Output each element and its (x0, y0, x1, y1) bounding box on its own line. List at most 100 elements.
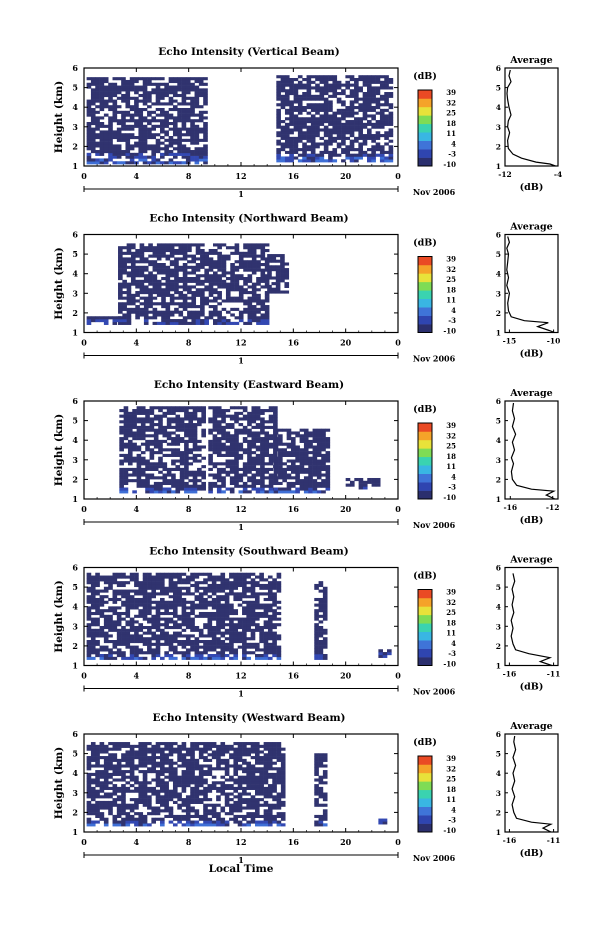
heatmap-cell (121, 603, 126, 607)
heatmap-cell (160, 789, 165, 793)
heatmap-cell (203, 82, 208, 86)
heatmap-cell (160, 803, 165, 807)
heatmap-cell (177, 82, 182, 86)
heatmap-cell (321, 439, 326, 443)
heatmap-cell (225, 470, 231, 474)
heatmap-cell (129, 158, 135, 162)
heatmap-cell (273, 423, 278, 427)
heatmap-cell (116, 152, 122, 156)
heatmap-cell (138, 138, 144, 142)
heatmap-cell (246, 628, 251, 632)
heatmap-cell (247, 243, 253, 247)
heatmap-cell (276, 589, 282, 593)
heatmap-cell (289, 78, 294, 82)
heatmap-cell (375, 100, 381, 104)
heatmap-cell (217, 282, 222, 286)
heatmap-cell (153, 467, 159, 471)
heatmap-cell (366, 128, 372, 132)
heatmap-cell (185, 578, 191, 582)
heatmap-cell (112, 789, 118, 793)
heatmap-cell (108, 786, 113, 790)
heatmap-cell (116, 161, 122, 165)
heatmap-cell (216, 414, 222, 418)
heatmap-cell (116, 614, 122, 618)
heatmap-cell (112, 820, 118, 824)
heatmap-cell (162, 431, 168, 435)
heatmap-cell (164, 620, 169, 624)
heatmap-cell (237, 625, 243, 630)
heatmap-cell (297, 83, 303, 87)
heatmap-cell (302, 78, 307, 82)
heatmap-cell (160, 631, 165, 635)
heatmap-cell (118, 257, 123, 261)
heatmap-cell (178, 319, 184, 323)
heatmap-cell (147, 597, 152, 602)
heatmap-cell (172, 651, 178, 655)
heatmap-cell (126, 307, 132, 311)
heatmap-cell (233, 586, 239, 590)
heatmap-cell (234, 406, 239, 410)
heatmap-cell (151, 744, 156, 748)
heatmap-cell (332, 148, 338, 152)
heatmap-cell (354, 78, 359, 82)
heatmap-cell (160, 575, 165, 579)
heatmap-cell (95, 628, 100, 632)
y-tick-label: 2 (72, 641, 78, 651)
heatmap-cell (155, 102, 161, 106)
heatmap-cell (108, 803, 113, 807)
heatmap-cell (142, 775, 148, 779)
heatmap-cell (276, 623, 282, 627)
heatmap-cell (221, 414, 226, 418)
heatmap-cell (138, 583, 144, 588)
heatmap-cell (230, 268, 235, 272)
heatmap-cell (149, 473, 155, 477)
heatmap-cell (138, 592, 144, 596)
heatmap-cell (184, 414, 189, 418)
heatmap-cell (135, 293, 140, 297)
heatmap-cell (177, 614, 182, 618)
heatmap-cell (188, 448, 194, 452)
heatmap-cell (165, 319, 171, 323)
heatmap-cell (349, 131, 355, 135)
heatmap-cell (151, 88, 156, 92)
heatmap-cell (272, 611, 277, 616)
heatmap-cell (312, 459, 318, 463)
heatmap-cell (161, 282, 166, 286)
heatmap-cell (168, 138, 174, 142)
heatmap-cell (220, 645, 226, 649)
heatmap-cell (190, 640, 195, 644)
heatmap-cell (384, 103, 389, 107)
heatmap-cell (295, 431, 300, 435)
heatmap-cell (237, 581, 243, 585)
heatmap-cell (155, 88, 161, 92)
heatmap-cell (116, 583, 122, 588)
heatmap-cell (194, 603, 200, 607)
heatmap-cell (323, 75, 329, 79)
heatmap-cell (332, 111, 338, 115)
heatmap-cell (201, 445, 206, 449)
heatmap-cell (181, 572, 187, 576)
heatmap-cell (160, 617, 165, 621)
heatmap-cell (345, 148, 351, 152)
heatmap-cell (160, 798, 165, 802)
heatmap-cell (127, 439, 133, 443)
heatmap-cell (251, 307, 257, 311)
heatmap-cell (250, 603, 256, 607)
heatmap-cell (295, 453, 300, 457)
heatmap-cell (95, 620, 100, 624)
heatmap-cell (140, 420, 146, 424)
heatmap-cell (312, 456, 318, 460)
heatmap-cell (121, 124, 126, 128)
heatmap-cell (267, 284, 272, 288)
heatmap-cell (341, 142, 346, 146)
heatmap-cell (112, 597, 118, 602)
heatmap-cell (103, 625, 109, 630)
heatmap-cell (250, 623, 256, 627)
heatmap-cell (221, 462, 226, 466)
heatmap-cell (108, 122, 113, 126)
heatmap-cell (255, 417, 261, 421)
heatmap-cell (130, 268, 136, 272)
heatmap-cell (256, 293, 261, 297)
heatmap-cell (256, 282, 261, 286)
heatmap-cell (194, 105, 200, 109)
